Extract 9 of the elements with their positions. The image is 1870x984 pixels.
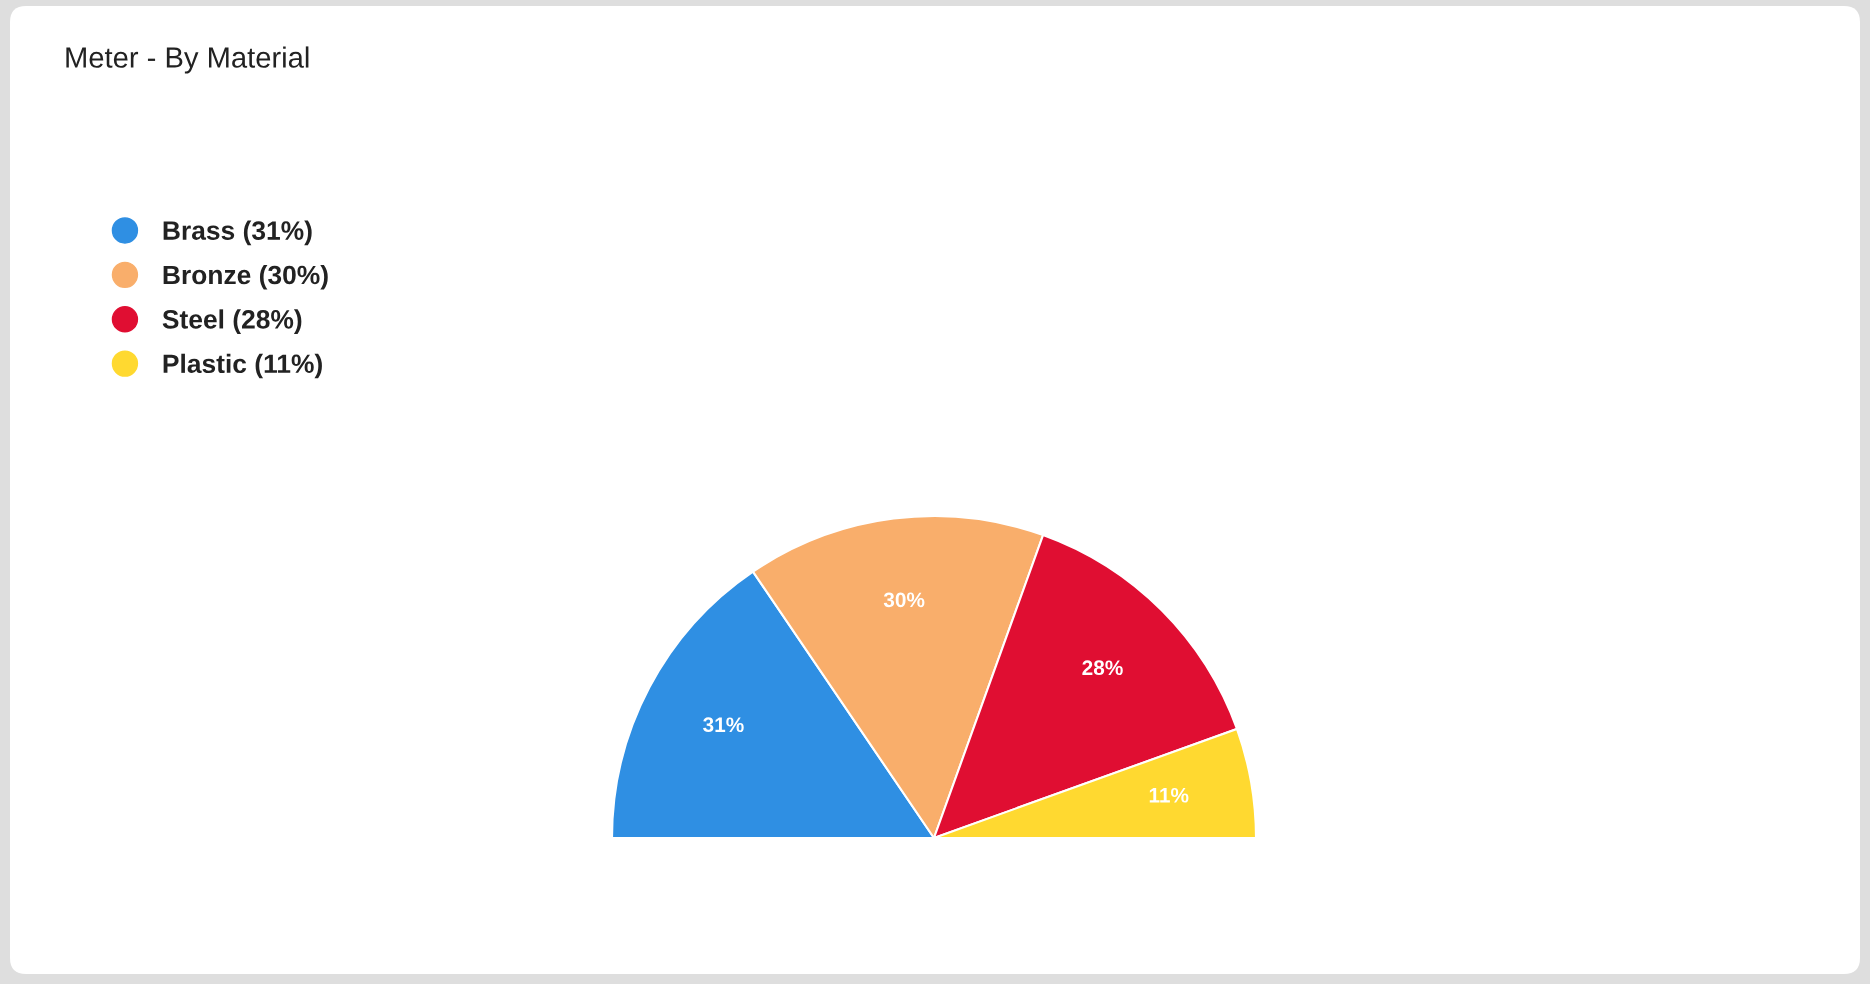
data-label: 31% [703,717,744,733]
chart-title: Meter - By Material [66,46,309,74]
data-label: 30% [883,592,925,608]
legend-label: Bronze (30%) [163,264,328,290]
legend-label: Plastic (11%) [163,353,322,379]
legend-label: Brass (31%) [163,220,312,246]
legend-label: Steel (28%) [162,309,302,334]
data-label: 11% [1149,787,1189,803]
data-label: 28% [1082,660,1123,676]
